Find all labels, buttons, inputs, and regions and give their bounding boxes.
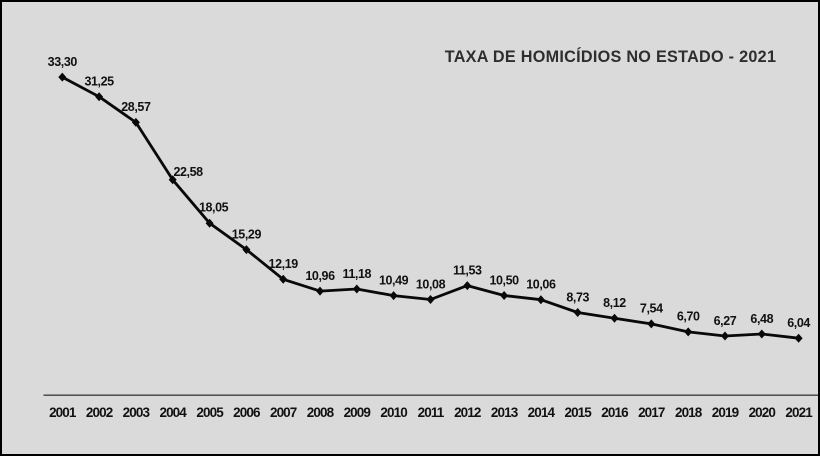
svg-text:8,12: 8,12: [603, 296, 626, 310]
svg-text:2016: 2016: [601, 405, 629, 420]
svg-text:2002: 2002: [86, 405, 113, 420]
svg-text:15,29: 15,29: [232, 227, 262, 241]
svg-text:2021: 2021: [785, 405, 813, 420]
svg-text:8,73: 8,73: [566, 290, 589, 304]
svg-text:2001: 2001: [49, 405, 77, 420]
svg-text:2015: 2015: [564, 405, 592, 420]
svg-text:2017: 2017: [638, 405, 665, 420]
svg-text:2007: 2007: [270, 405, 297, 420]
svg-text:2019: 2019: [712, 405, 739, 420]
svg-text:10,49: 10,49: [379, 273, 409, 287]
svg-text:6,27: 6,27: [714, 314, 737, 328]
svg-text:2003: 2003: [123, 405, 151, 420]
svg-text:2020: 2020: [749, 405, 776, 420]
svg-text:2013: 2013: [491, 405, 519, 420]
svg-text:10,96: 10,96: [305, 269, 335, 283]
svg-text:2010: 2010: [380, 405, 407, 420]
svg-text:2014: 2014: [528, 405, 556, 420]
svg-text:10,06: 10,06: [526, 278, 556, 292]
svg-text:2018: 2018: [675, 405, 703, 420]
svg-text:2011: 2011: [418, 405, 445, 420]
svg-text:18,05: 18,05: [199, 201, 229, 215]
svg-text:6,48: 6,48: [750, 312, 773, 326]
svg-text:7,54: 7,54: [640, 302, 663, 316]
svg-text:TAXA DE HOMICÍDIOS NO ESTADO -: TAXA DE HOMICÍDIOS NO ESTADO - 2021: [445, 47, 777, 66]
svg-text:2008: 2008: [307, 405, 335, 420]
svg-text:2005: 2005: [196, 405, 224, 420]
svg-text:2009: 2009: [344, 405, 371, 420]
svg-text:11,18: 11,18: [343, 267, 372, 281]
svg-text:2004: 2004: [159, 405, 187, 420]
svg-text:31,25: 31,25: [84, 75, 114, 89]
svg-text:2006: 2006: [233, 405, 261, 420]
svg-text:2012: 2012: [454, 405, 481, 420]
svg-text:6,04: 6,04: [787, 316, 810, 330]
svg-text:10,50: 10,50: [489, 273, 519, 287]
svg-text:11,53: 11,53: [453, 263, 482, 277]
svg-text:12,19: 12,19: [269, 257, 299, 271]
svg-text:10,08: 10,08: [416, 277, 446, 291]
svg-text:22,58: 22,58: [173, 165, 203, 179]
svg-text:6,70: 6,70: [677, 310, 700, 324]
svg-text:28,57: 28,57: [121, 100, 151, 114]
svg-text:33,30: 33,30: [48, 55, 78, 69]
